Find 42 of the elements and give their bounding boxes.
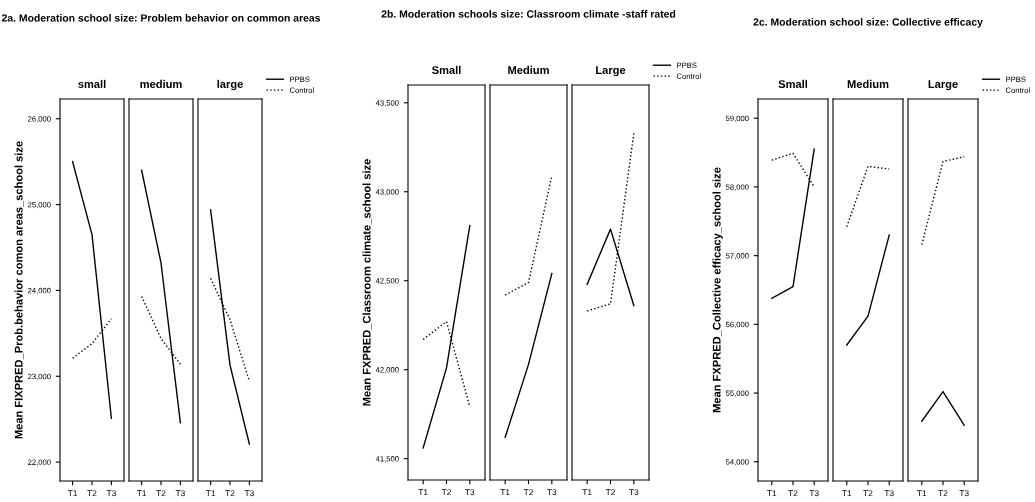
x-tick-label: T3 [106, 490, 116, 497]
x-tick-label: T3 [959, 490, 969, 497]
y-axis-title: Mean FXPRED_Collective efficacy_school size [712, 167, 723, 413]
x-tick-label: T3 [884, 490, 894, 497]
x-tick-label: T1 [136, 490, 147, 497]
chart-subtitle: Medium [508, 65, 549, 74]
x-tick-label: T2 [441, 489, 451, 496]
x-tick-label: T2 [863, 490, 873, 497]
x-tick-label: T2 [225, 490, 235, 497]
chart-subtitle: Medium [847, 79, 889, 88]
x-tick-label: T2 [156, 490, 166, 497]
chart-subtitle: medium [140, 79, 182, 88]
x-tick-label: T1 [67, 490, 78, 497]
chart-subtitle: Small [432, 65, 461, 74]
x-tick-label: T1 [500, 489, 510, 496]
chart-subtitle: small [78, 79, 106, 88]
x-tick-label: T3 [465, 489, 475, 496]
text: 2a. Moderation school size: Problem behavior on common areas [1, 14, 321, 22]
x-tick-label: T3 [809, 490, 819, 497]
chart-subtitle: Large [596, 66, 626, 77]
x-tick-label: T1 [917, 490, 927, 497]
x-tick-label: T3 [175, 490, 185, 497]
x-tick-label: T2 [87, 490, 97, 497]
text: 2b. Moderation schools size: Classroom climate -staff rated [381, 10, 676, 18]
x-tick-label: T3 [547, 489, 557, 496]
chart-subtitle: large [217, 79, 243, 91]
text: 2c. Moderation school size: Collective efficacy [753, 18, 983, 28]
x-tick-label: T2 [523, 489, 533, 496]
x-tick-label: T3 [244, 490, 254, 497]
x-tick-label: T1 [418, 489, 428, 496]
chart-subtitle: Large [928, 80, 958, 91]
x-tick-label: T2 [938, 490, 948, 497]
x-tick-label: T1 [582, 489, 592, 496]
x-tick-label: T3 [629, 489, 639, 496]
x-tick-label: T2 [605, 489, 615, 496]
x-tick-label: T1 [205, 490, 216, 497]
y-axis-title: Mean FIXPRED_Prob.behavior comon areas_school size [14, 141, 24, 439]
chart-subtitle: Small [778, 79, 808, 88]
x-tick-label: T1 [842, 490, 852, 497]
x-tick-label: T1 [767, 490, 777, 497]
x-tick-label: T2 [788, 490, 798, 497]
y-axis-title: Mean FXPRED_Classroom climate_school size [362, 159, 372, 406]
